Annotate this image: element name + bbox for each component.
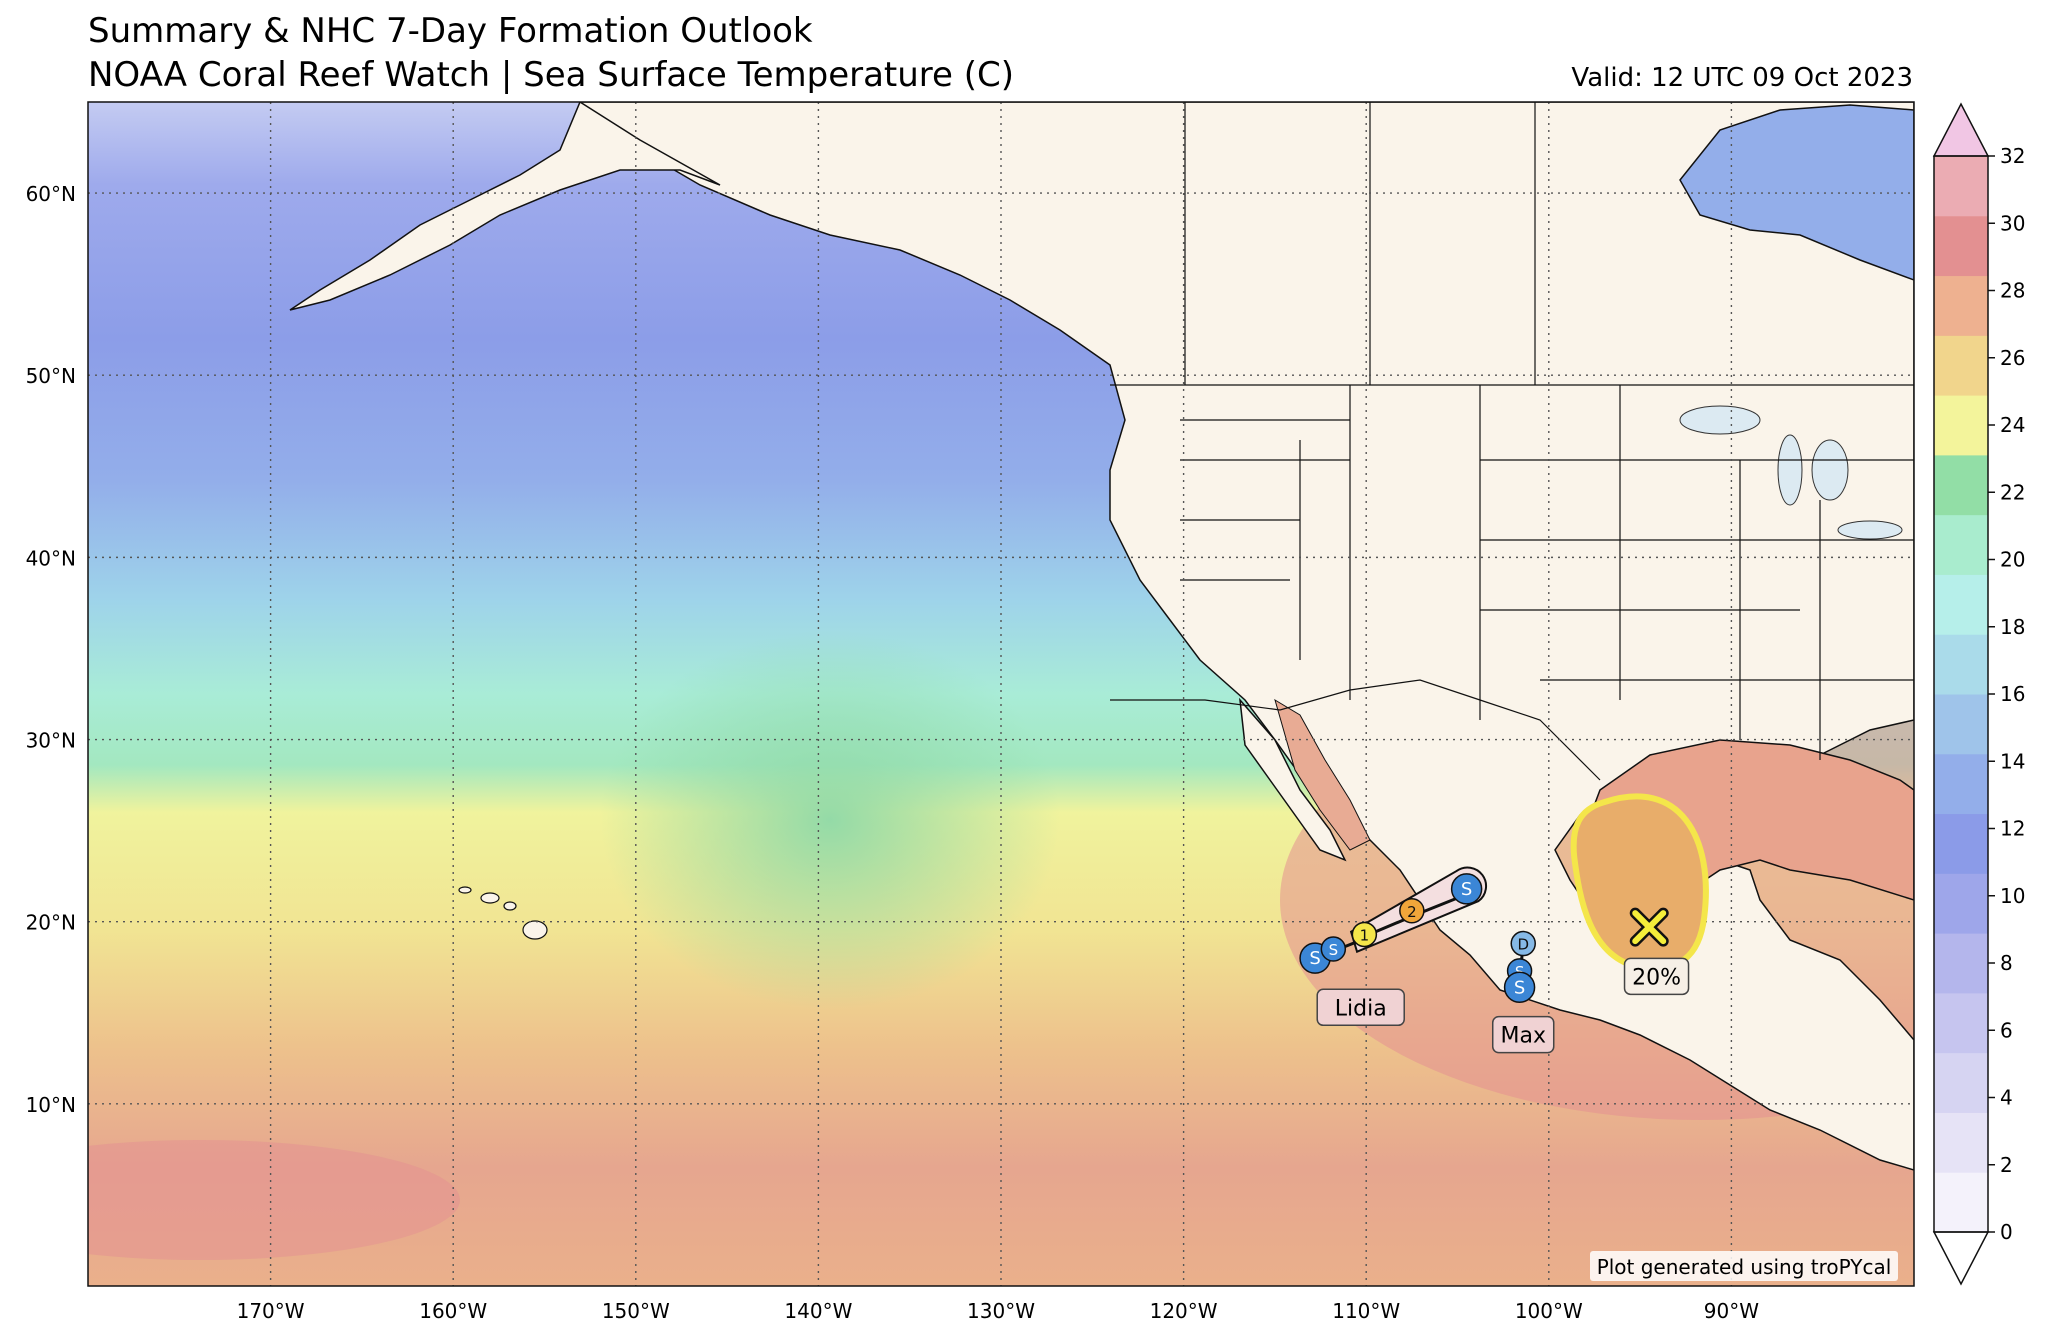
- colorbar-segment: [1934, 933, 1988, 994]
- outlook-probability-box: [1623, 957, 1690, 996]
- colorbar-tick-label: 26: [2000, 346, 2025, 370]
- colorbar-segment: [1934, 873, 1988, 934]
- baja-peninsula: [1238, 697, 1347, 862]
- colorbar-segment: [1934, 156, 1988, 217]
- lon-label: 130°W: [967, 1299, 1035, 1323]
- political-borders: [1110, 102, 1914, 781]
- hawaiian-islands: [458, 886, 548, 940]
- storm-tracks: SS12SLidiaDSSMax: [1299, 866, 1555, 1054]
- credit-text: Plot generated using troPYcal: [1597, 1255, 1892, 1279]
- colorbar-segment: [1934, 1052, 1988, 1113]
- colorbar-tick-label: 20: [2000, 548, 2025, 572]
- credit-box: [1590, 1251, 1898, 1281]
- lon-label: 90°W: [1704, 1299, 1759, 1323]
- lon-labels: 170°W 160°W 150°W 140°W 130°W 120°W 110°W 100°W…: [237, 1299, 1760, 1323]
- colorbar-segment: [1934, 514, 1988, 575]
- lidia-track-point: [1399, 898, 1425, 924]
- lat-label: 20°N: [26, 911, 76, 935]
- colorbar-segment: [1934, 1112, 1988, 1173]
- max-name-label: Max: [1500, 1024, 1545, 1049]
- lon-label: 120°W: [1150, 1299, 1218, 1323]
- map-frame: [87, 101, 1915, 1287]
- max-track-point: [1503, 971, 1536, 1004]
- great-lakes: [1679, 405, 1903, 540]
- lat-label: 50°N: [26, 364, 76, 388]
- max-label-box: [1491, 1015, 1555, 1054]
- lidia-point-label: 1: [1360, 926, 1370, 944]
- gulf-of-california: [1274, 698, 1371, 851]
- colorbar-segment: [1934, 694, 1988, 755]
- colorbar-tick-label: 22: [2000, 480, 2025, 504]
- formation-outlook: 20%: [1570, 793, 1709, 996]
- colorbar-tick-label: 8: [2000, 951, 2013, 975]
- lat-label: 30°N: [26, 729, 76, 753]
- colorbar-tick-label: 24: [2000, 413, 2025, 437]
- colorbar-tick-label: 6: [2000, 1018, 2013, 1042]
- lidia-point-label: S: [1461, 879, 1472, 900]
- colorbar-segment: [1934, 215, 1988, 277]
- colorbar-tick-label: 10: [2000, 884, 2025, 908]
- lon-label: 100°W: [1515, 1299, 1583, 1323]
- colorbar-tick-label: 16: [2000, 682, 2025, 706]
- warm-pool-west: [88, 1140, 460, 1260]
- valid-time: Valid: 12 UTC 09 Oct 2023: [1571, 63, 1913, 93]
- colorbar-segment: [1934, 275, 1988, 336]
- colorbar-max-extend: [1932, 102, 1990, 157]
- lat-label: 10°N: [26, 1093, 76, 1117]
- colorbar-min-extend: [1932, 1231, 1990, 1286]
- lidia-label-box: [1316, 988, 1405, 1027]
- lidia-point-label: S: [1309, 948, 1320, 969]
- max-point-label: D: [1517, 936, 1529, 954]
- colorbar-segment: [1934, 454, 1988, 516]
- colorbar-tick-label: 12: [2000, 817, 2025, 841]
- colorbar-segment: [1934, 634, 1988, 695]
- colorbar-segment: [1934, 1172, 1988, 1233]
- map-title: Summary & NHC 7-Day Formation Outlook: [88, 11, 813, 51]
- lon-label: 170°W: [237, 1299, 305, 1323]
- colorbar-segment: [1934, 335, 1988, 396]
- colorbar-segment: [1934, 992, 1988, 1054]
- colorbar-tick-label: 14: [2000, 749, 2025, 773]
- lat-label: 40°N: [26, 546, 76, 570]
- colorbar-tick-label: 0: [2000, 1220, 2013, 1244]
- max-track-point: [1510, 930, 1536, 957]
- lat-label: 60°N: [26, 182, 76, 206]
- lidia-track-point: [1320, 936, 1347, 962]
- lat-labels: 10°N 20°N 30°N 40°N 50°N 60°N: [26, 182, 76, 1117]
- lon-label: 150°W: [602, 1299, 670, 1323]
- colorbar-tick-label: 30: [2000, 211, 2025, 235]
- cool-tongue: [600, 630, 1060, 1010]
- map-area: 20% SS12SLidiaDSSMax: [88, 102, 1914, 1286]
- disturbance-x-icon: [1632, 910, 1667, 945]
- colorbar-segment: [1934, 753, 1988, 815]
- lidia-track-point: [1450, 873, 1483, 905]
- lon-label: 110°W: [1332, 1299, 1400, 1323]
- colorbar-segment: [1934, 574, 1988, 635]
- graticule: [88, 102, 1914, 1286]
- colorbar-segment: [1934, 813, 1988, 874]
- map-subtitle: NOAA Coral Reef Watch | Sea Surface Temp…: [88, 55, 1014, 95]
- lidia-point-label: S: [1329, 941, 1339, 959]
- alaska-peninsula: [289, 102, 721, 311]
- colorbar-tick-label: 18: [2000, 615, 2025, 639]
- colorbar-tick-label: 4: [2000, 1086, 2013, 1110]
- lon-label: 140°W: [784, 1299, 852, 1323]
- colorbar-tick-label: 2: [2000, 1153, 2013, 1177]
- lidia-point-label: 2: [1407, 903, 1417, 921]
- max-point-label: S: [1514, 977, 1525, 998]
- colorbar-segment: [1934, 395, 1988, 456]
- colorbar-tick-label: 32: [2000, 144, 2025, 168]
- outlook-probability: 20%: [1632, 965, 1681, 990]
- lidia-track-point: [1351, 921, 1378, 948]
- lidia-name-label: Lidia: [1335, 996, 1387, 1021]
- colorbar-tick-label: 28: [2000, 279, 2025, 303]
- lon-label: 160°W: [419, 1299, 487, 1323]
